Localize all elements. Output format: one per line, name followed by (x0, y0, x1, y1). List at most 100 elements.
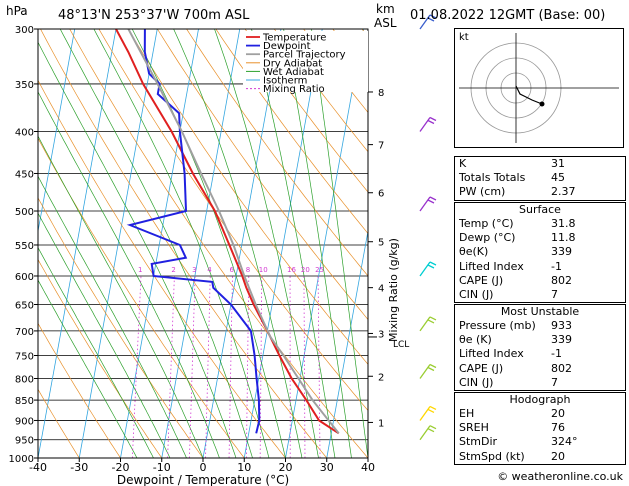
mu-cape-row: CAPE (J) 802 (455, 362, 625, 376)
surface-cape-value: 802 (551, 273, 572, 287)
hodograph-table-panel: Hodograph EH 20 SREH 76 StmDir 324° StmSpd … (454, 392, 626, 465)
pressure-tick-label: 650 (15, 301, 34, 312)
datetime-title: 01.08.2022 12GMT (Base: 00) (410, 8, 606, 23)
k-index-value: 31 (551, 157, 565, 170)
mu-thetae-label: θe (K) (459, 333, 492, 347)
pressure-tick-label: 350 (15, 80, 34, 91)
wet-adiabat-line (59, 29, 253, 458)
wind-barb-flag (427, 264, 435, 269)
surface-thetae-label: θe(K) (459, 245, 489, 259)
wind-barbs (419, 14, 437, 441)
pressure-tick-label: 950 (15, 436, 34, 447)
wind-barb-flag (427, 408, 435, 414)
temperature-tick-label: 40 (361, 461, 375, 474)
surface-li-row: Lifted Index -1 (455, 260, 625, 274)
wind-barb-flag (429, 116, 437, 122)
mixing-ratio-label: 8 (246, 266, 250, 274)
wet-adiabat-line (38, 212, 171, 458)
wind-barb (419, 425, 431, 441)
axes: 1 2 3 4 6 8 10 16 20 2530035040045050055060065070… (9, 25, 410, 486)
wet-adiabat-line (214, 29, 319, 458)
surface-temp-value: 31.8 (551, 217, 576, 230)
wind-barb (419, 364, 431, 379)
pw-label: PW (cm) (459, 185, 506, 199)
mixing-ratio-label: 4 (207, 266, 212, 274)
pw-row: PW (cm) 2.37 (455, 185, 625, 199)
isotherm-line (285, 29, 364, 458)
x-axis-label: Dewpoint / Temperature (°C) (117, 473, 289, 486)
isotherm-line (38, 29, 76, 234)
stmdir-label: StmDir (459, 435, 498, 449)
mu-cape-value: 802 (551, 361, 572, 375)
pressure-tick-label: 800 (15, 374, 34, 385)
mixing-ratio-line (167, 275, 175, 458)
dry-adiabat-line (186, 29, 368, 277)
wind-barb-flag (429, 316, 437, 321)
isotherm-line (161, 29, 241, 458)
surface-cin-label: CIN (J) (459, 288, 494, 302)
pressure-tick-label: 450 (15, 169, 34, 180)
dry-adiabat-line (69, 29, 368, 458)
mixing-ratio-label: 20 (301, 266, 310, 274)
isotherm-line (38, 29, 117, 458)
surface-cape-label: CAPE (J) (459, 273, 504, 287)
wet-adiabat-line (38, 175, 187, 458)
wet-adiabat-line (311, 29, 368, 458)
wind-barb (419, 316, 431, 332)
isotherm-line (326, 228, 368, 458)
legend-entry: Dry Adiabat (263, 58, 322, 69)
surface-dewp-value: 11.8 (551, 231, 576, 245)
pressure-tick-label: 1000 (9, 454, 34, 465)
stmdir-value: 324° (551, 435, 578, 449)
indices-panel: K 31 Totals Totals 45 PW (cm) 2.37 (454, 156, 626, 201)
temperature-tick-label: 30 (320, 461, 334, 474)
hodograph-trace (515, 85, 543, 105)
km-tick-label: 2 (378, 372, 384, 383)
dry-adiabat-line (38, 258, 163, 458)
wind-barb (419, 196, 431, 212)
mu-cin-value: 7 (551, 375, 558, 389)
mu-li-value: -1 (551, 347, 562, 361)
temperature-tick-label: 0 (200, 461, 207, 474)
pw-value: 2.37 (551, 185, 576, 199)
dry-adiabat-line (38, 322, 121, 458)
k-index-row: K 31 (455, 157, 625, 171)
wind-barb-flag (427, 119, 435, 125)
km-tick-label: 5 (378, 238, 384, 249)
stmspd-label: StmSpd (kt) (459, 449, 525, 463)
wet-adiabat-line (93, 29, 270, 458)
pressure-tick-label: 500 (15, 207, 34, 218)
most-unstable-panel: Most Unstable Pressure (mb) 933 θe (K) 339… (454, 304, 626, 392)
sounding-series (115, 29, 340, 435)
mixing-ratio-label: 3 (192, 266, 196, 274)
sreh-label: SREH (459, 421, 489, 435)
surface-dewp-row: Dewp (°C) 11.8 (455, 231, 625, 245)
surface-panel: Surface Temp (°C) 31.8 Dewp (°C) 11.8 θe(K… (454, 202, 626, 304)
wet-adiabat-line (38, 135, 204, 458)
dry-adiabat-line (274, 29, 368, 153)
hodograph: kt (454, 28, 624, 148)
mixing-ratio-label: 1 (138, 266, 142, 274)
mu-cin-label: CIN (J) (459, 375, 494, 389)
legend-entry: Temperature (262, 33, 326, 44)
totals-totals-value: 45 (551, 171, 565, 185)
dry-adiabat-line (127, 29, 368, 365)
isotherm-line (120, 29, 199, 458)
wind-barb (419, 261, 431, 277)
dry-adiabat-line (157, 29, 368, 321)
surface-cin-value: 7 (551, 288, 558, 302)
hodograph-kt-label: kt (459, 32, 469, 43)
mu-thetae-value: 339 (551, 333, 572, 347)
wind-barb-flag (427, 428, 435, 433)
surface-cin-row: CIN (J) 7 (455, 288, 625, 302)
storm-motion-marker (539, 101, 545, 107)
wet-adiabat-line (283, 29, 352, 458)
wind-barb-flag (429, 425, 437, 430)
km-tick-label: 1 (378, 418, 384, 429)
pressure-tick-label: 600 (15, 272, 34, 283)
isotherm-line (78, 29, 158, 458)
pressure-tick-label: 700 (15, 327, 34, 338)
wind-barb-flag (429, 196, 437, 201)
dry-adiabat-line (244, 29, 368, 193)
